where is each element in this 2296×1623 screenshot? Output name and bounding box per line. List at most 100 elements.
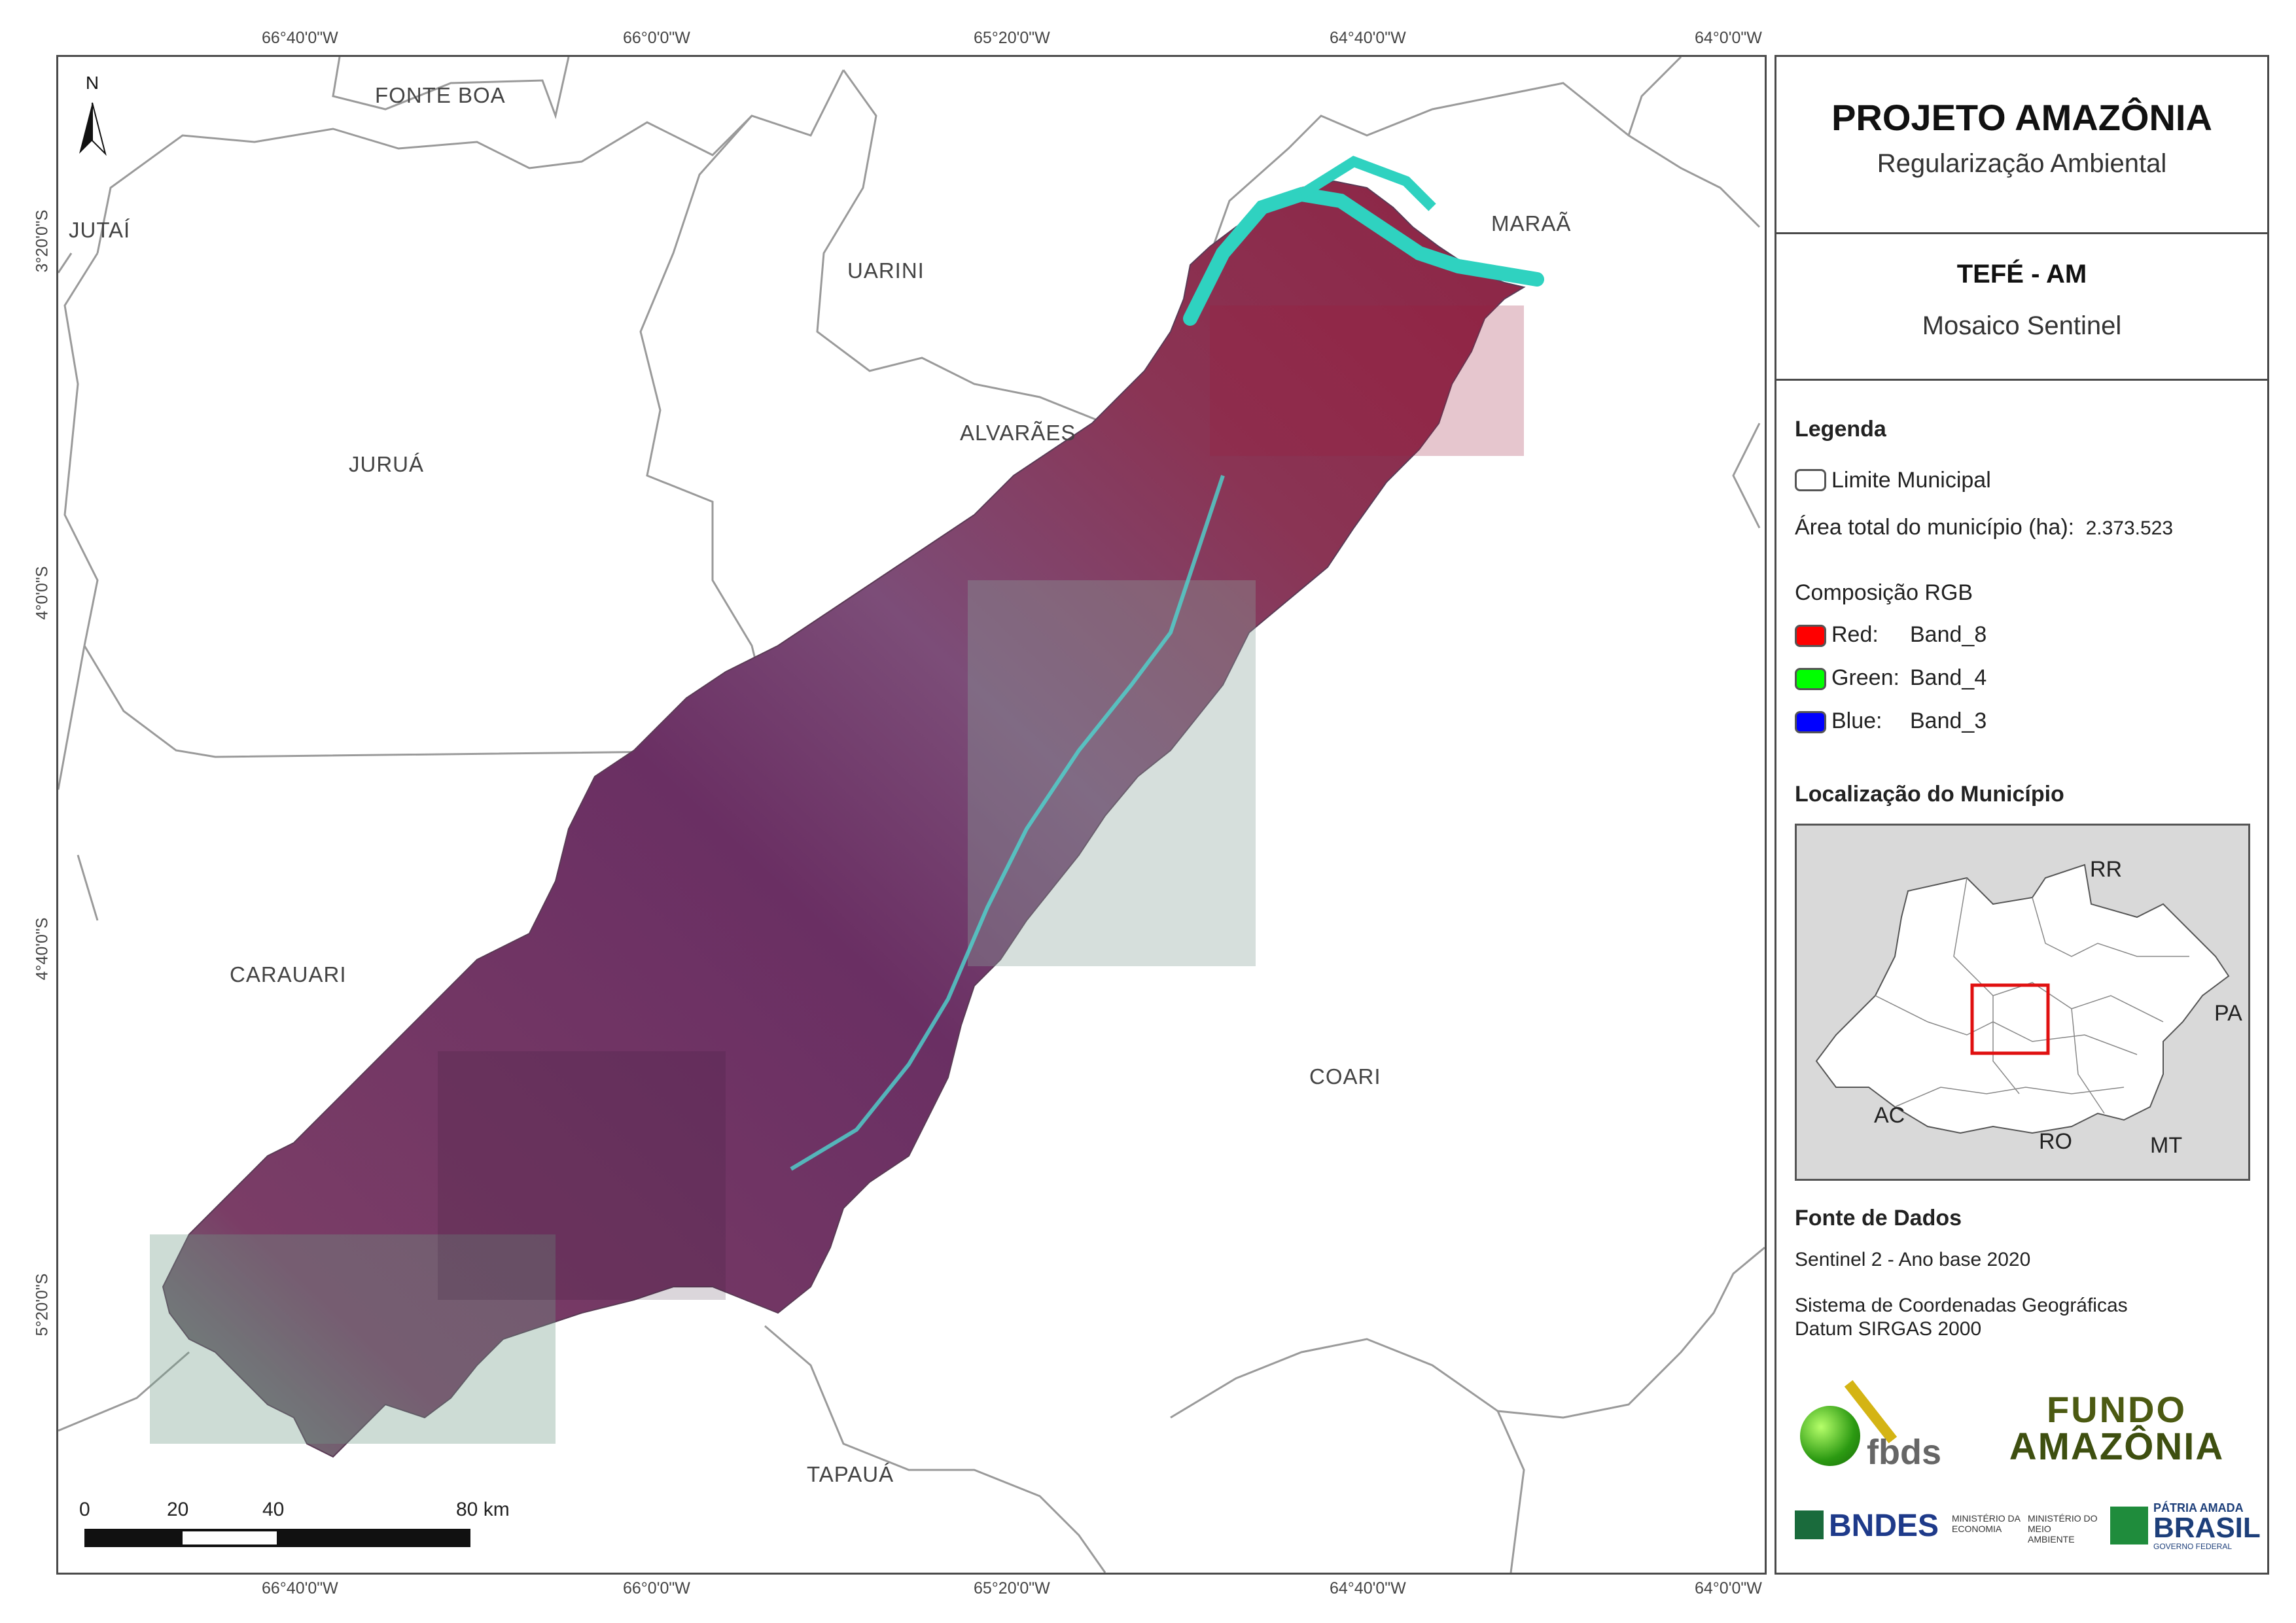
- top-coord-4: 64°40'0"W: [1330, 29, 1406, 47]
- label-tapaua: TAPAUÁ: [807, 1462, 894, 1486]
- boundary-east: [1627, 57, 1761, 529]
- top-coord-2: 66°0'0"W: [623, 29, 690, 47]
- boundary-uarini: [639, 115, 779, 751]
- page-title: PROJETO AMAZÔNIA: [1831, 97, 2212, 138]
- limit-swatch: [1795, 469, 1826, 491]
- inset-label-ac: AC: [1874, 1103, 1905, 1128]
- brasil-text: BRASIL: [2153, 1512, 2261, 1544]
- fbds-logo: fbds: [1795, 1372, 1958, 1472]
- scale-bar: [84, 1529, 470, 1547]
- satellite-mosaic: [150, 156, 1544, 1458]
- divider-2: [1776, 379, 2267, 381]
- divider-1: [1776, 232, 2267, 234]
- bottom-coord-4: 64°40'0"W: [1330, 1579, 1406, 1597]
- source-datum: Datum SIRGAS 2000: [1795, 1318, 1982, 1340]
- bndes-logo: BNDES: [1795, 1505, 1945, 1544]
- boundary-carauari: [58, 645, 99, 921]
- tefe-municipality-image: [162, 180, 1526, 1458]
- amazonia-text: AMAZÔNIA: [2009, 1425, 2225, 1468]
- boundary-tapaua: [58, 1325, 1106, 1573]
- label-coari: COARI: [1309, 1064, 1381, 1089]
- inset-map: [1815, 864, 2230, 1134]
- solimoes-river: [1183, 186, 1544, 326]
- band-item-red: Red: Band_8: [1795, 622, 2253, 650]
- municipal-boundaries: [58, 57, 1765, 1573]
- tefe-river: [790, 475, 1225, 1171]
- red-channel: Red:: [1831, 622, 1879, 647]
- source-sentinel: Sentinel 2 - Ano base 2020: [1795, 1249, 2031, 1270]
- bndes-mark-icon: [1795, 1510, 1824, 1539]
- label-alvaraes: ALVARÃES: [960, 421, 1076, 445]
- north-arrow: [79, 102, 107, 156]
- boundary-jurua-south: [83, 645, 779, 758]
- location-title: Localização do Município: [1795, 782, 2064, 807]
- green-swatch: [1795, 668, 1826, 690]
- sources-title: Fonte de Dados: [1795, 1206, 1962, 1230]
- tile-light-1: [968, 580, 1256, 966]
- map-frame: N FONTE BOA JUTAÍ UARINI MARAÃ JURUÁ ALV…: [56, 55, 1767, 1575]
- source-coord-system: Sistema de Coordenadas Geográficas: [1795, 1295, 2128, 1316]
- top-coord-1: 66°40'0"W: [262, 29, 338, 47]
- fundo-text: FUNDO: [2046, 1389, 2187, 1430]
- rgb-title: Composição RGB: [1795, 580, 1973, 605]
- label-jutai: JUTAÍ: [69, 218, 131, 242]
- blue-band: Band_3: [1910, 708, 1987, 733]
- fbds-globe-icon: [1800, 1406, 1860, 1466]
- label-jurua: JURUÁ: [349, 452, 425, 476]
- bottom-coord-2: 66°0'0"W: [623, 1579, 690, 1597]
- fbds-logo-text: fbds: [1867, 1433, 1941, 1472]
- page-subtitle: Regularização Ambiental: [1877, 149, 2167, 178]
- label-uarini: UARINI: [847, 258, 925, 283]
- governo-text: GOVERNO FEDERAL: [2153, 1542, 2233, 1551]
- label-carauari: CARAUARI: [230, 962, 347, 986]
- inset-label-rr: RR: [2090, 857, 2123, 882]
- scale-label-40: 40: [262, 1499, 285, 1520]
- boundary-coari-south: [1496, 1410, 1525, 1573]
- area-value: 2.373.523: [2085, 517, 2174, 539]
- left-coord-2: 4°0'0"S: [33, 566, 52, 620]
- map-canvas[interactable]: [58, 57, 1765, 1573]
- mosaic-label: Mosaico Sentinel: [1922, 311, 2122, 340]
- inset-label-ro: RO: [2039, 1129, 2072, 1154]
- brasil-logo: PÁTRIA AMADA BRASIL GOVERNO FEDERAL: [2110, 1500, 2261, 1552]
- ministerio-economia: MINISTÉRIO DA ECONOMIA: [1952, 1513, 2021, 1534]
- patria-text: PÁTRIA AMADA: [2153, 1501, 2244, 1514]
- boundary-jurua-west: [63, 253, 99, 646]
- place-title: TEFÉ - AM: [1956, 260, 2087, 288]
- bottom-coord-3: 65°20'0"W: [974, 1579, 1050, 1597]
- tefe-location-box: [1970, 983, 2050, 1055]
- band-item-green: Green: Band_4: [1795, 665, 2253, 693]
- area-label: Área total do município (ha): 2.373.523: [1795, 515, 2173, 540]
- bottom-coord-1: 66°40'0"W: [262, 1579, 338, 1597]
- left-coord-3: 4°40'0"S: [33, 917, 52, 981]
- green-channel: Green:: [1831, 665, 1899, 690]
- blue-channel: Blue:: [1831, 708, 1882, 733]
- location-inset[interactable]: RR PA AC RO MT: [1795, 824, 2250, 1181]
- boundary-fonte-boa: [332, 57, 570, 120]
- brasil-flag-icon: [2110, 1507, 2148, 1544]
- top-coord-3: 65°20'0"W: [974, 29, 1050, 47]
- scale-label-0: 0: [79, 1499, 90, 1520]
- band-item-blue: Blue: Band_3: [1795, 708, 2253, 736]
- amazonas-state: [1815, 864, 2230, 1134]
- red-swatch: [1795, 625, 1826, 647]
- top-coord-5: 64°0'0"W: [1695, 29, 1762, 47]
- limit-label: Limite Municipal: [1831, 468, 1991, 493]
- bottom-coord-5: 64°0'0"W: [1695, 1579, 1762, 1597]
- legend-title: Legenda: [1795, 417, 1886, 442]
- scale-label-20: 20: [167, 1499, 189, 1520]
- north-label: N: [85, 73, 99, 93]
- blue-swatch: [1795, 711, 1826, 733]
- boundary-coari-east: [1170, 1246, 1765, 1419]
- marao-lake: [1298, 156, 1436, 211]
- left-coord-1: 3°20'0"S: [33, 209, 52, 273]
- fundo-amazonia-logo: FUNDO AMAZÔNIA: [1973, 1391, 2261, 1470]
- place-section: TEFÉ - AM Mosaico Sentinel: [1776, 260, 2267, 341]
- label-fonte-boa: FONTE BOA: [375, 83, 506, 107]
- tile-dark-1: [438, 1051, 726, 1300]
- tile-light-2: [150, 1234, 556, 1444]
- header-section: PROJETO AMAZÔNIA Regularização Ambiental: [1776, 96, 2267, 179]
- tile-north: [1210, 305, 1524, 456]
- info-panel: PROJETO AMAZÔNIA Regularização Ambiental…: [1775, 55, 2269, 1575]
- red-band: Band_8: [1910, 622, 1987, 647]
